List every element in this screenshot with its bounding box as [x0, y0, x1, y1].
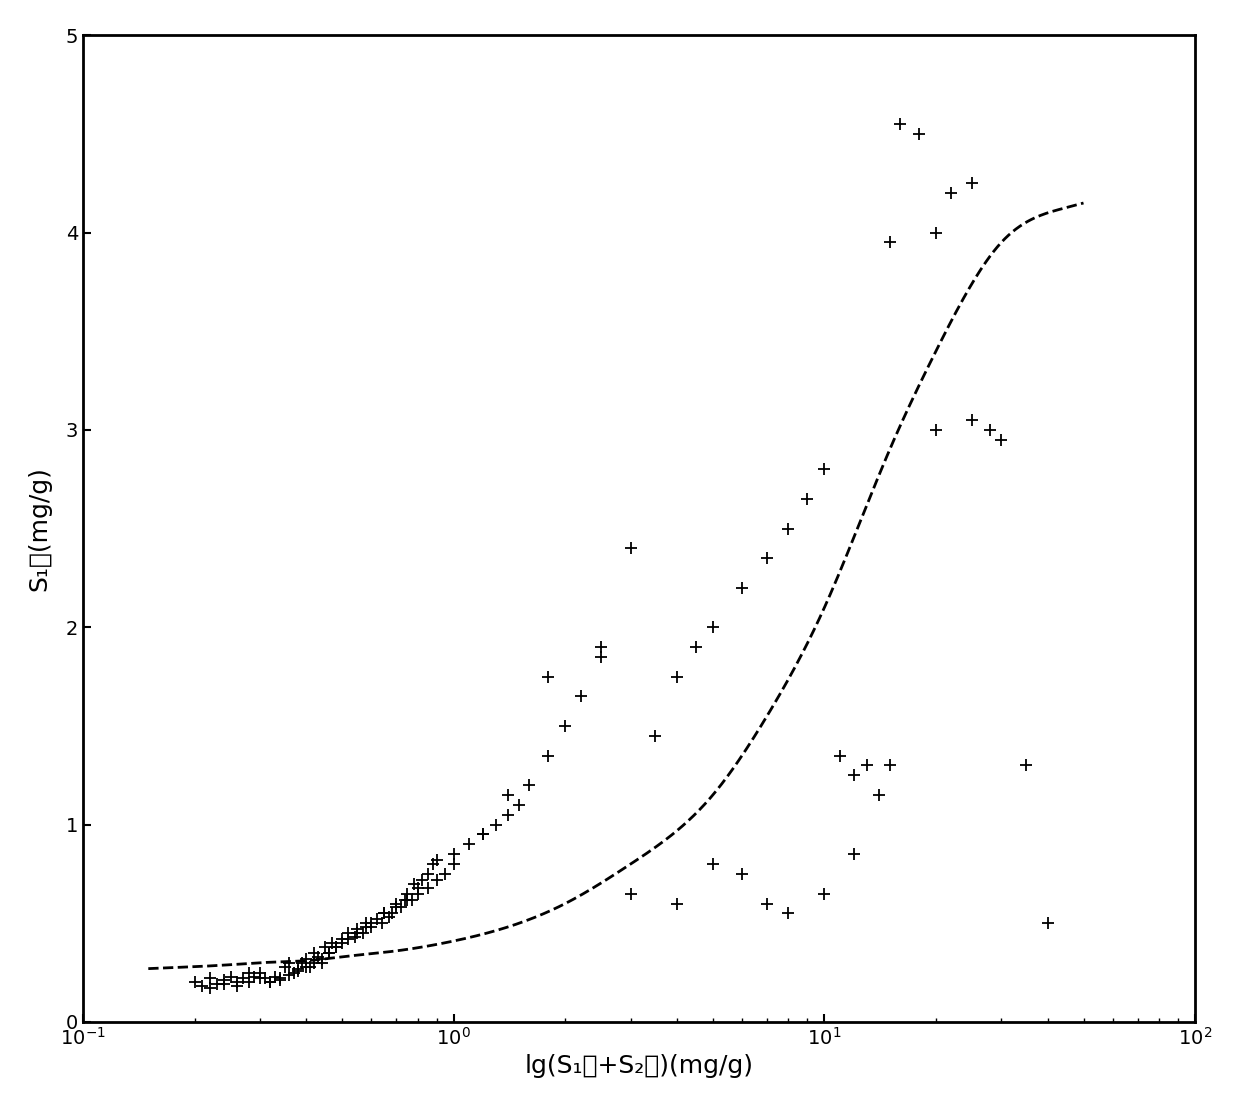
Y-axis label: S₁校(mg/g): S₁校(mg/g) — [27, 466, 52, 591]
X-axis label: lg(S₁测+S₂测)(mg/g): lg(S₁测+S₂测)(mg/g) — [525, 1054, 754, 1078]
